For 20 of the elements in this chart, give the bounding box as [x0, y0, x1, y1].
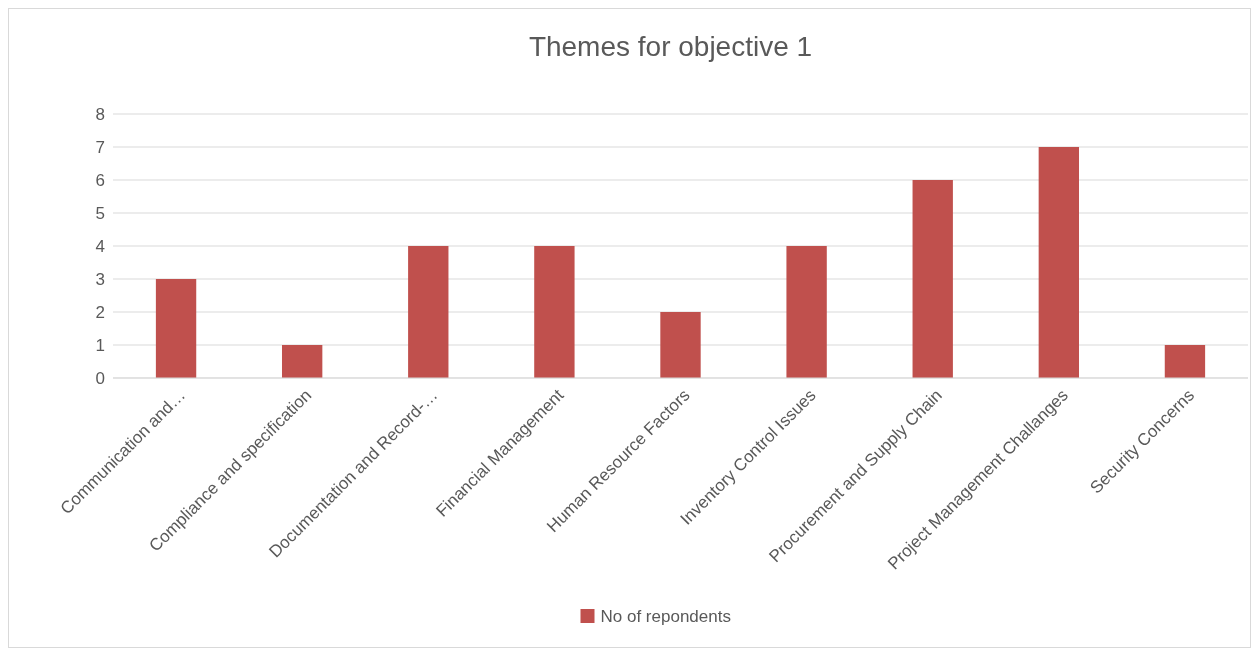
bar: [281, 345, 323, 378]
legend-label: No of repondents: [600, 606, 731, 626]
y-tick-label: 5: [95, 203, 105, 223]
bar: [1038, 147, 1080, 378]
y-tick-label: 8: [95, 104, 105, 124]
bar: [155, 279, 197, 378]
y-tick-label: 3: [95, 269, 105, 289]
chart-title: Themes for objective 1: [528, 31, 813, 62]
bar: [912, 180, 953, 378]
bar: [660, 312, 701, 378]
bar: [786, 246, 827, 378]
y-tick-label: 7: [95, 137, 105, 157]
y-tick-label: 1: [95, 335, 105, 355]
bar: [408, 246, 449, 378]
bar: [1164, 345, 1206, 378]
y-tick-label: 4: [95, 236, 105, 256]
y-tick-label: 2: [95, 302, 105, 322]
bar: [534, 246, 575, 378]
y-tick-label: 6: [95, 170, 105, 190]
y-tick-label: 0: [95, 368, 105, 388]
